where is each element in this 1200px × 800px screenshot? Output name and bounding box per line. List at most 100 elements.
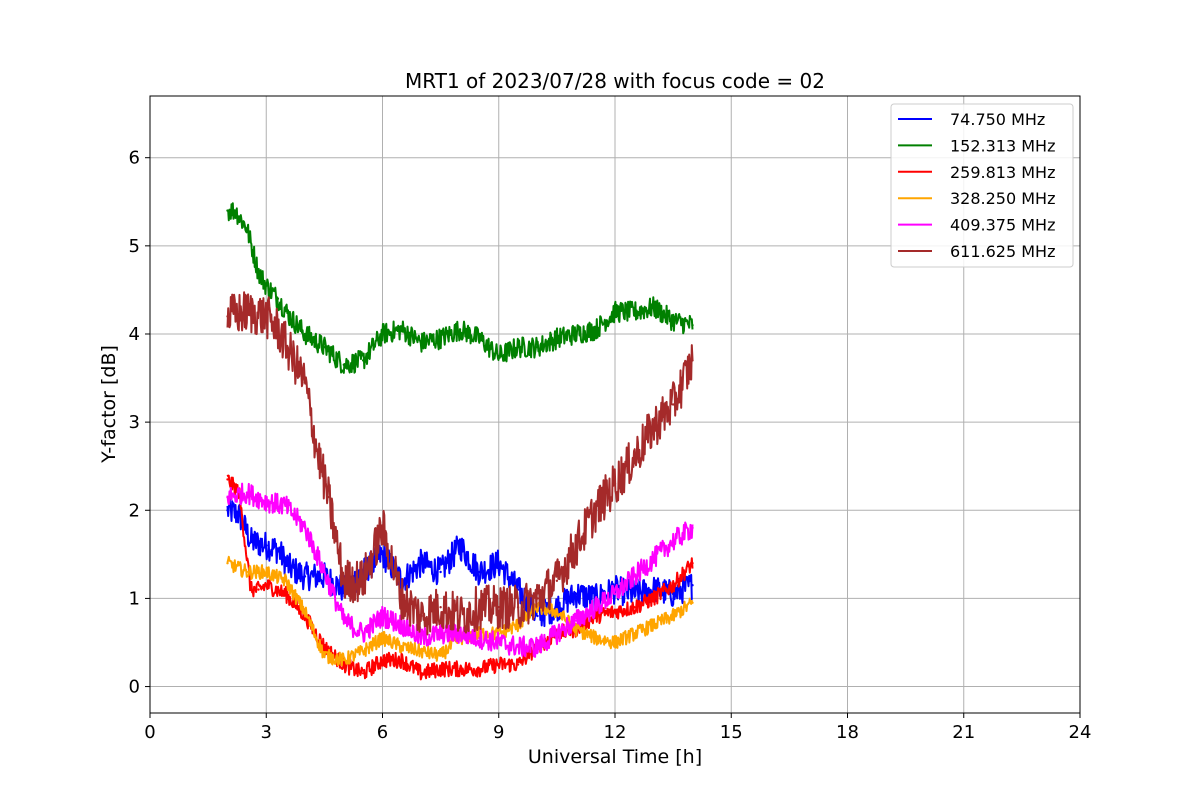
- data-point: [555, 337, 559, 340]
- data-point: [226, 495, 229, 499]
- data-point: [497, 562, 500, 565]
- legend-entry: 259.813 MHz: [898, 163, 1055, 182]
- data-point: [439, 667, 442, 671]
- data-point: [633, 310, 636, 314]
- x-tick-label: 9: [493, 722, 504, 743]
- data-point: [342, 663, 345, 666]
- data-point: [536, 346, 539, 349]
- legend-entry: 409.375 MHz: [898, 216, 1055, 235]
- legend-entry: 328.250 MHz: [898, 189, 1055, 208]
- data-point: [633, 575, 636, 578]
- y-axis-title: Y-factor [dB]: [98, 345, 120, 464]
- data-point: [381, 553, 384, 556]
- legend: 74.750 MHz 152.313 MHz 259.813 MHz 328.250 …: [890, 103, 1074, 268]
- x-tick-label: 3: [261, 722, 272, 743]
- data-point: [691, 526, 694, 530]
- data-point: [575, 619, 578, 622]
- data-point: [439, 570, 442, 574]
- data-point: [458, 614, 462, 618]
- data-point: [575, 592, 578, 596]
- series-layer: [226, 202, 694, 681]
- data-point: [284, 592, 287, 596]
- data-point: [458, 632, 462, 635]
- data-point: [276, 328, 280, 331]
- data-point: [555, 579, 559, 582]
- series-1: [226, 202, 694, 374]
- data-point: [288, 350, 291, 353]
- data-point: [671, 539, 675, 543]
- chart-title: MRT1 of 2023/07/28 with focus code = 02: [405, 69, 825, 93]
- y-tick-label: 6: [129, 148, 140, 169]
- data-point: [226, 315, 229, 318]
- legend-label: 152.313 MHz: [950, 136, 1055, 155]
- data-point: [420, 672, 423, 675]
- data-point: [420, 636, 423, 640]
- data-point: [691, 584, 694, 587]
- data-point: [652, 425, 655, 428]
- data-point: [478, 337, 481, 340]
- data-point: [555, 610, 559, 613]
- data-point: [633, 632, 636, 635]
- data-point: [245, 310, 249, 314]
- data-point: [439, 606, 442, 609]
- data-point: [265, 315, 268, 318]
- data-point: [671, 584, 675, 587]
- x-tick-label: 21: [952, 722, 975, 743]
- data-point: [516, 346, 520, 349]
- data-point: [420, 614, 423, 618]
- data-point: [400, 658, 404, 662]
- data-point: [361, 672, 365, 675]
- data-point: [594, 328, 597, 331]
- data-point: [303, 332, 307, 336]
- legend-label: 328.250 MHz: [950, 189, 1055, 208]
- data-point: [245, 570, 249, 574]
- data-point: [536, 645, 539, 649]
- data-point: [226, 562, 229, 565]
- data-point: [265, 500, 268, 503]
- x-tick-label: 12: [604, 722, 627, 743]
- data-point: [342, 619, 345, 622]
- data-point: [478, 606, 481, 609]
- data-point: [381, 658, 384, 662]
- data-point: [691, 359, 694, 362]
- series-3: [226, 555, 694, 667]
- data-point: [323, 645, 326, 649]
- x-tick-label: 6: [377, 722, 388, 743]
- data-point: [439, 337, 442, 340]
- y-tick-label: 4: [129, 324, 140, 345]
- data-point: [516, 663, 520, 666]
- y-tick-label: 5: [129, 236, 140, 257]
- data-point: [303, 381, 307, 384]
- data-point: [691, 324, 694, 327]
- data-point: [594, 636, 597, 640]
- y-tick-label: 3: [129, 412, 140, 433]
- series-5: [226, 291, 694, 636]
- data-point: [536, 614, 539, 618]
- data-point: [361, 359, 365, 362]
- data-point: [237, 513, 241, 516]
- data-point: [652, 306, 655, 309]
- data-point: [613, 641, 617, 644]
- series-4: [226, 482, 694, 658]
- data-point: [342, 579, 345, 582]
- data-point: [257, 588, 260, 591]
- data-point: [516, 606, 520, 609]
- data-point: [381, 526, 384, 530]
- data-point: [536, 597, 539, 600]
- data-point: [420, 341, 423, 344]
- data-point: [575, 544, 578, 547]
- data-point: [323, 346, 326, 349]
- legend-label: 409.375 MHz: [950, 216, 1055, 235]
- data-point: [249, 539, 252, 543]
- data-point: [671, 614, 675, 618]
- data-point: [265, 284, 268, 287]
- data-point: [276, 548, 280, 552]
- x-tick-label: 18: [836, 722, 859, 743]
- data-point: [575, 332, 578, 336]
- legend-entry: 74.750 MHz: [898, 110, 1045, 129]
- y-tick-label: 2: [129, 500, 140, 521]
- data-point: [652, 597, 655, 600]
- x-axis-title: Universal Time [h]: [528, 746, 702, 768]
- data-point: [691, 562, 694, 565]
